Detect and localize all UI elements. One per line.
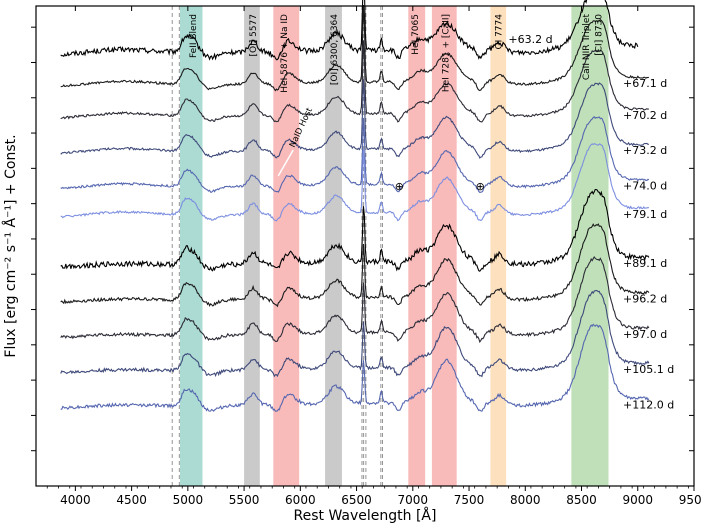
spectrum-line (60, 323, 650, 412)
spectrum-line (60, 0, 639, 61)
series-label: +73.2 d (623, 144, 667, 157)
x-tick-label: 4500 (116, 493, 147, 507)
x-axis-label: Rest Wavelength [Å] (294, 507, 437, 524)
series-labels: +63.2 d +67.1 d +70.2 d +73.2 d +74.0 d +79.1… (508, 33, 674, 411)
band-label: HeI 7065 (411, 14, 421, 55)
x-tick-label: 4000 (60, 493, 91, 507)
series-label: +105.1 d (623, 363, 674, 376)
band--oi-5577 (244, 6, 260, 486)
y-axis-label: Flux [erg cm⁻² s⁻¹ Å⁻¹] + Const. (2, 134, 19, 357)
plot-frame (35, 5, 695, 487)
x-tick-label: 7500 (454, 493, 485, 507)
x-tick-label: 6500 (341, 493, 372, 507)
x-tick-label: 9000 (622, 493, 653, 507)
band-label: [OI] 6300, 6364 (330, 14, 340, 85)
band-label: [OI] 5577 (249, 14, 259, 57)
y-axis-ticks (31, 26, 694, 452)
spectrum-line (60, 256, 650, 344)
band-hei-7281-caii- (431, 6, 457, 486)
series-label: +74.0 d (623, 180, 667, 193)
band-oi-7774 (490, 6, 507, 486)
emission-bands (179, 6, 609, 486)
telluric-icon: ⊕ (395, 180, 404, 193)
telluric-icon: ⊕ (476, 180, 485, 193)
x-tick-label: 8000 (510, 493, 541, 507)
band-label: HeI 5876 + Na ID (280, 14, 290, 93)
series-label: +112.0 d (623, 398, 674, 411)
spectrum-line (60, 79, 649, 159)
spectrum-line (60, 223, 650, 308)
band-hei-5876-na-id (273, 6, 300, 486)
spectrum-line (60, 40, 650, 123)
x-tick-label: 5000 (173, 493, 204, 507)
spectra-series (60, 0, 650, 412)
x-tick-label: 7000 (398, 493, 429, 507)
x-tick-label: 8500 (566, 493, 597, 507)
series-label: +63.2 d (508, 33, 552, 46)
band-labels: FeII Blend [OI] 5577 HeI 5876 + Na ID [OI] … (189, 14, 604, 93)
series-label: +96.2 d (623, 292, 667, 305)
spectrum-line (60, 143, 650, 222)
spectrum-line (60, 116, 650, 193)
x-tick-label: 6000 (285, 493, 316, 507)
series-label: +67.1 d (623, 77, 667, 90)
band-feii-blend (179, 6, 203, 486)
band-label: HeI 7281 + [CaII] (441, 14, 451, 92)
spectrum-line (60, 289, 650, 378)
spectrum-line (60, 4, 650, 92)
band-hei-7065 (408, 6, 426, 486)
band-label: CaII NIR Triplet (582, 14, 592, 81)
band-label: FeII Blend (189, 14, 199, 58)
x-tick-label: 5500 (229, 493, 260, 507)
x-tick-label: 9500 (679, 493, 702, 507)
series-label: +89.1 d (623, 257, 667, 270)
series-label: +70.2 d (623, 109, 667, 122)
host-pointer (277, 149, 294, 177)
x-axis-ticks: 4000 4500 5000 5500 6000 6500 7000 7500 8000 8500… (46, 6, 702, 507)
band--oi-6300-6364 (325, 6, 342, 486)
spectrum-line (60, 188, 650, 272)
series-label: +79.1 d (623, 208, 667, 221)
band-label: OI 7774 (494, 14, 504, 50)
series-label: +97.0 d (623, 328, 667, 341)
band-label: [CI] 8730 (594, 14, 604, 56)
